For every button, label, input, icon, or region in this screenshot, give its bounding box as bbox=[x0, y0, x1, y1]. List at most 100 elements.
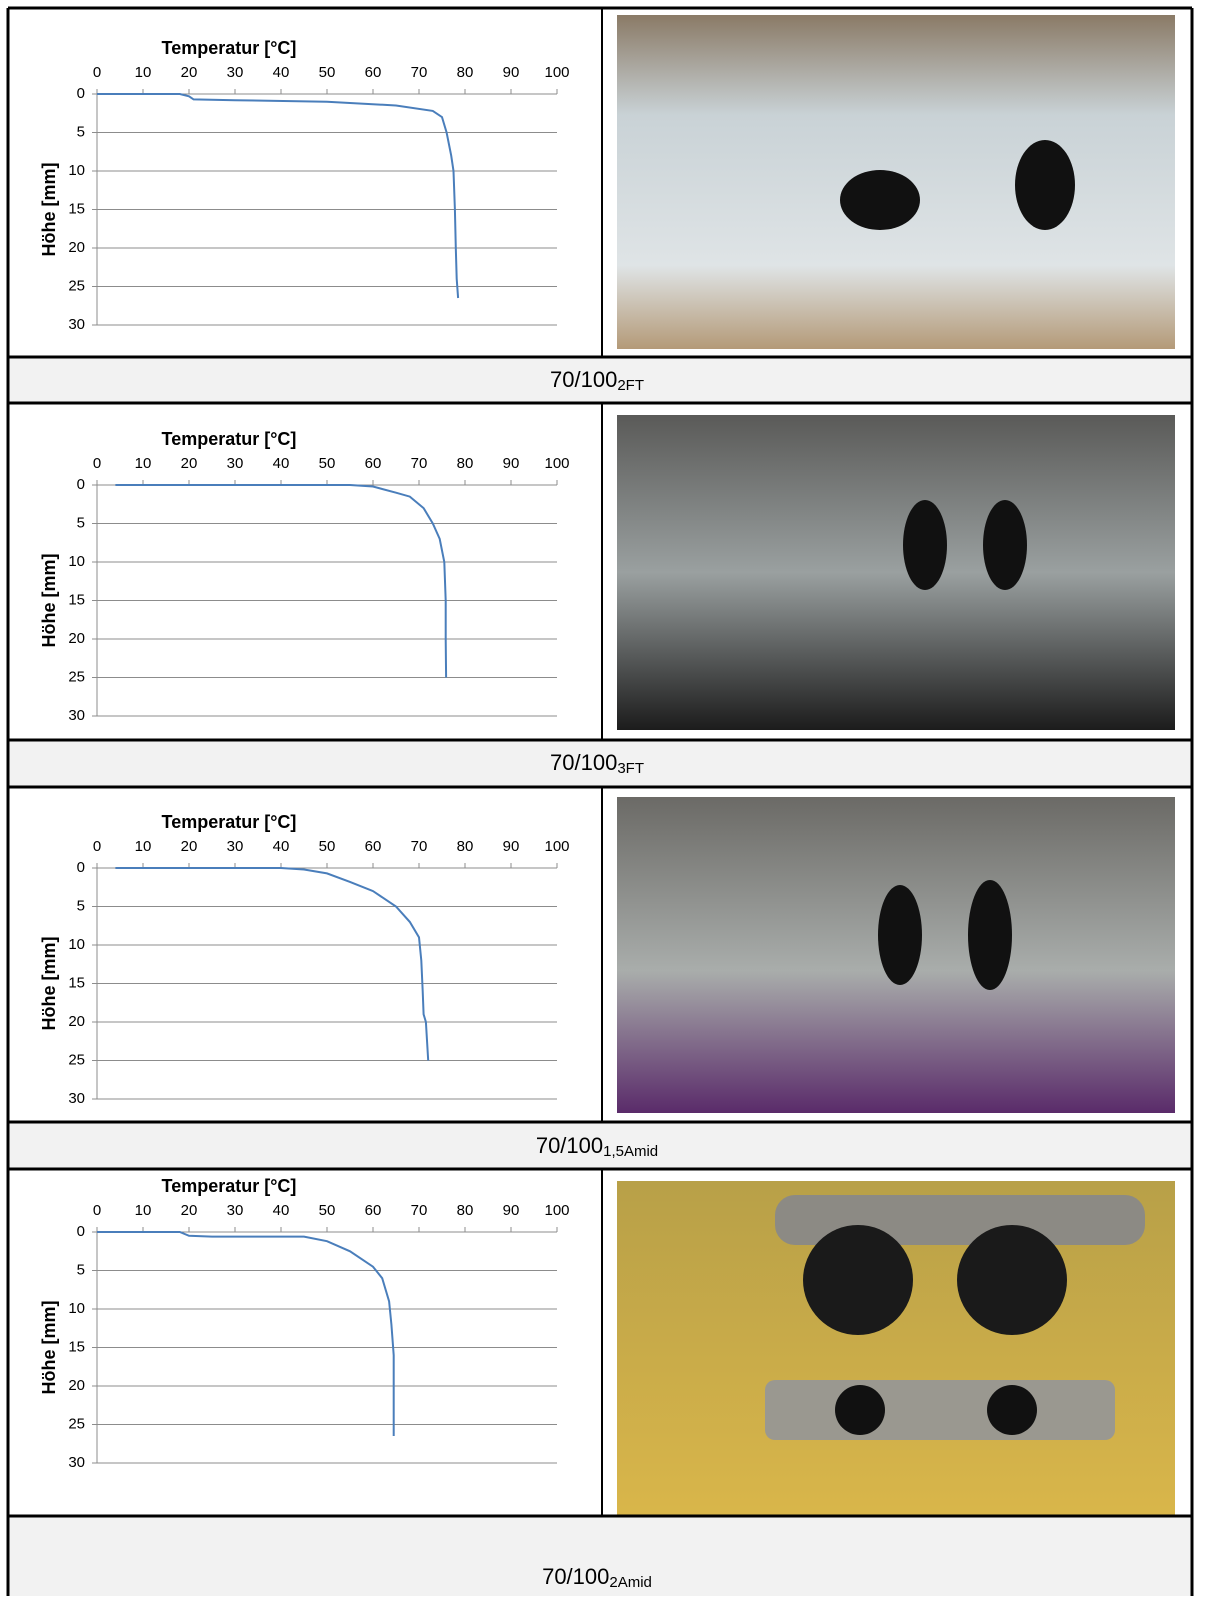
x-tick-label: 80 bbox=[457, 1202, 474, 1219]
y-tick-label: 15 bbox=[68, 591, 85, 608]
y-tick-label: 0 bbox=[77, 476, 85, 493]
x-tick-label: 0 bbox=[93, 1202, 101, 1219]
x-axis-title: Temperatur [°C] bbox=[162, 38, 297, 58]
y-tick-label: 25 bbox=[68, 1051, 85, 1068]
photo-detail bbox=[878, 885, 922, 985]
x-tick-label: 0 bbox=[93, 64, 101, 81]
x-tick-label: 70 bbox=[411, 838, 428, 855]
x-tick-label: 50 bbox=[319, 64, 336, 81]
photo-detail bbox=[840, 170, 920, 230]
x-tick-label: 50 bbox=[319, 455, 336, 472]
y-tick-label: 30 bbox=[68, 1090, 85, 1107]
y-axis-title: Höhe [mm] bbox=[39, 937, 59, 1031]
photo-detail bbox=[987, 1385, 1037, 1435]
y-tick-label: 20 bbox=[68, 1377, 85, 1394]
x-tick-label: 10 bbox=[135, 64, 152, 81]
y-axis-title: Höhe [mm] bbox=[39, 163, 59, 257]
caption-text: 70/100 bbox=[542, 1564, 609, 1589]
x-tick-label: 80 bbox=[457, 838, 474, 855]
x-tick-label: 20 bbox=[181, 838, 198, 855]
y-tick-label: 10 bbox=[68, 553, 85, 570]
caption-subscript: 1,5Amid bbox=[603, 1143, 658, 1160]
data-line bbox=[97, 1231, 395, 1436]
data-line bbox=[115, 484, 448, 678]
y-tick-label: 20 bbox=[68, 239, 85, 256]
photo-detail bbox=[957, 1225, 1067, 1335]
photo-detail bbox=[968, 880, 1012, 990]
y-tick-label: 25 bbox=[68, 277, 85, 294]
x-tick-label: 10 bbox=[135, 838, 152, 855]
x-tick-label: 80 bbox=[457, 64, 474, 81]
photo-detail bbox=[1015, 140, 1075, 230]
y-tick-label: 0 bbox=[77, 1223, 85, 1240]
table-frame bbox=[6, 6, 1194, 1596]
y-tick-label: 0 bbox=[77, 859, 85, 876]
x-tick-label: 10 bbox=[135, 1202, 152, 1219]
y-tick-label: 15 bbox=[68, 200, 85, 217]
photo bbox=[617, 415, 1175, 730]
caption: 70/1002Amid bbox=[542, 1564, 652, 1591]
x-tick-label: 40 bbox=[273, 455, 290, 472]
y-tick-label: 5 bbox=[77, 514, 85, 531]
x-tick-label: 90 bbox=[503, 1202, 520, 1219]
caption-text: 70/100 bbox=[550, 750, 617, 775]
photo-detail bbox=[835, 1385, 885, 1435]
x-tick-label: 0 bbox=[93, 838, 101, 855]
x-tick-label: 90 bbox=[503, 64, 520, 81]
data-line bbox=[115, 867, 430, 1061]
caption: 70/1001,5Amid bbox=[536, 1133, 658, 1160]
photo-detail bbox=[765, 1380, 1115, 1440]
caption-text: 70/100 bbox=[550, 367, 617, 392]
x-tick-label: 60 bbox=[365, 455, 382, 472]
x-tick-label: 60 bbox=[365, 64, 382, 81]
caption-cell bbox=[8, 1122, 1192, 1169]
x-tick-label: 50 bbox=[319, 838, 336, 855]
y-tick-label: 5 bbox=[77, 1261, 85, 1278]
caption-cell bbox=[8, 740, 1192, 787]
photo-detail bbox=[803, 1225, 913, 1335]
x-tick-label: 40 bbox=[273, 1202, 290, 1219]
x-tick-label: 90 bbox=[503, 838, 520, 855]
data-line bbox=[97, 93, 460, 299]
x-tick-label: 70 bbox=[411, 64, 428, 81]
caption-text: 70/100 bbox=[536, 1133, 603, 1158]
y-axis-title: Höhe [mm] bbox=[39, 1301, 59, 1395]
x-tick-label: 90 bbox=[503, 455, 520, 472]
x-tick-label: 30 bbox=[227, 1202, 244, 1219]
y-tick-label: 15 bbox=[68, 1338, 85, 1355]
y-tick-label: 30 bbox=[68, 1454, 85, 1471]
y-tick-label: 20 bbox=[68, 630, 85, 647]
x-tick-label: 80 bbox=[457, 455, 474, 472]
caption-subscript: 2FT bbox=[617, 377, 644, 394]
caption-cell bbox=[8, 1516, 1192, 1596]
x-tick-label: 50 bbox=[319, 1202, 336, 1219]
x-tick-label: 30 bbox=[227, 838, 244, 855]
caption-subscript: 2Amid bbox=[609, 1574, 652, 1591]
photo-detail bbox=[983, 500, 1027, 590]
x-tick-label: 40 bbox=[273, 838, 290, 855]
caption: 70/1003FT bbox=[550, 750, 644, 777]
x-tick-label: 10 bbox=[135, 455, 152, 472]
x-axis-title: Temperatur [°C] bbox=[162, 429, 297, 449]
x-tick-label: 40 bbox=[273, 64, 290, 81]
x-tick-label: 100 bbox=[544, 838, 569, 855]
x-tick-label: 20 bbox=[181, 64, 198, 81]
y-tick-label: 5 bbox=[77, 897, 85, 914]
x-axis-title: Temperatur [°C] bbox=[162, 812, 297, 832]
y-tick-label: 30 bbox=[68, 707, 85, 724]
y-tick-label: 25 bbox=[68, 1415, 85, 1432]
y-tick-label: 25 bbox=[68, 668, 85, 685]
y-tick-label: 15 bbox=[68, 974, 85, 991]
y-tick-label: 10 bbox=[68, 162, 85, 179]
x-tick-label: 20 bbox=[181, 1202, 198, 1219]
x-tick-label: 30 bbox=[227, 455, 244, 472]
y-tick-label: 30 bbox=[68, 316, 85, 333]
x-tick-label: 70 bbox=[411, 455, 428, 472]
x-axis-title: Temperatur [°C] bbox=[162, 1176, 297, 1196]
x-tick-label: 100 bbox=[544, 455, 569, 472]
x-tick-label: 0 bbox=[93, 455, 101, 472]
y-tick-label: 10 bbox=[68, 936, 85, 953]
y-tick-label: 20 bbox=[68, 1013, 85, 1030]
